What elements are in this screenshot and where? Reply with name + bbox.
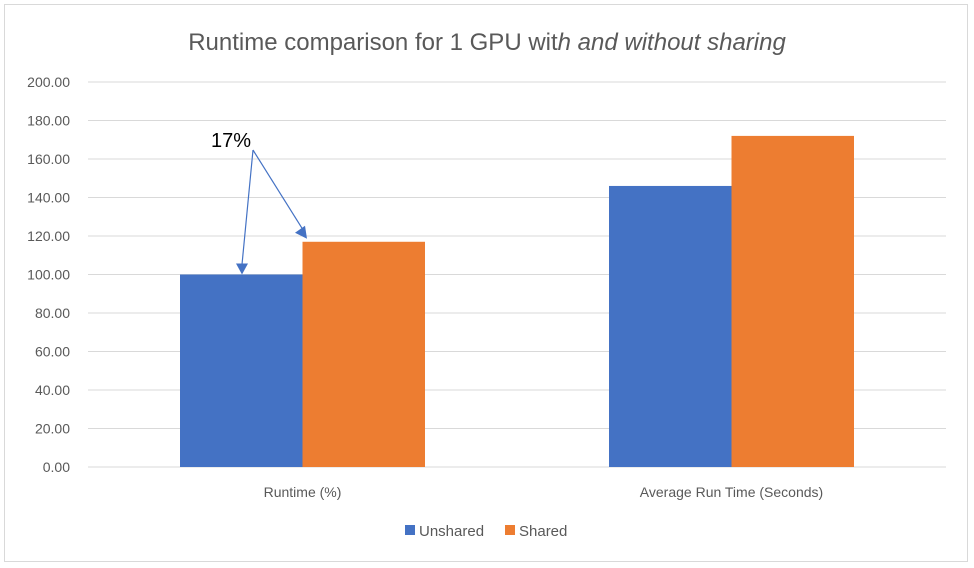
legend-swatch [505,525,515,535]
annotation-arrow-line [252,149,304,231]
y-tick-label: 80.00 [35,305,70,321]
arrowhead-icon [295,225,307,239]
annotation-arrow-line [241,149,254,265]
bar-unshared [180,274,303,467]
annotation-label: 17% [211,130,251,152]
category-label: Runtime (%) [264,484,342,500]
y-tick-label: 140.00 [27,190,70,206]
chart-title: Runtime comparison for 1 GPU with and wi… [188,29,786,56]
arrowhead-icon [236,263,248,275]
bar-shared [302,241,425,467]
y-tick-label: 180.00 [27,113,70,129]
y-tick-label: 20.00 [35,421,70,437]
y-tick-label: 100.00 [27,267,70,283]
y-tick-label: 60.00 [35,344,70,360]
y-tick-label: 0.00 [43,459,70,475]
y-tick-label: 120.00 [27,228,70,244]
y-tick-label: 160.00 [27,151,70,167]
category-label: Average Run Time (Seconds) [640,484,823,500]
chart-frame [4,4,968,562]
legend-label: Shared [519,523,567,540]
legend-swatch [405,525,415,535]
y-tick-label: 200.00 [27,74,70,90]
legend-label: Unshared [419,523,484,540]
bar-unshared [609,185,732,467]
bar-shared [731,135,854,467]
y-tick-label: 40.00 [35,382,70,398]
